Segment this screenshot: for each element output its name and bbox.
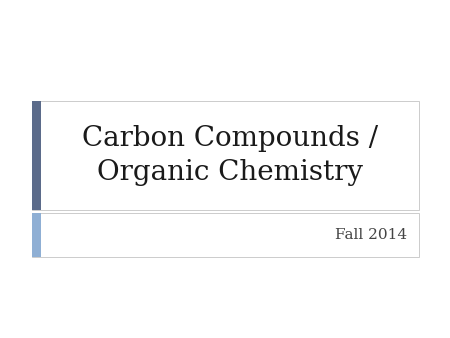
Text: Carbon Compounds /
Organic Chemistry: Carbon Compounds / Organic Chemistry <box>82 125 378 186</box>
FancyBboxPatch shape <box>32 101 41 210</box>
Text: Fall 2014: Fall 2014 <box>335 228 407 242</box>
FancyBboxPatch shape <box>32 213 41 257</box>
FancyBboxPatch shape <box>32 213 419 257</box>
FancyBboxPatch shape <box>32 101 419 210</box>
